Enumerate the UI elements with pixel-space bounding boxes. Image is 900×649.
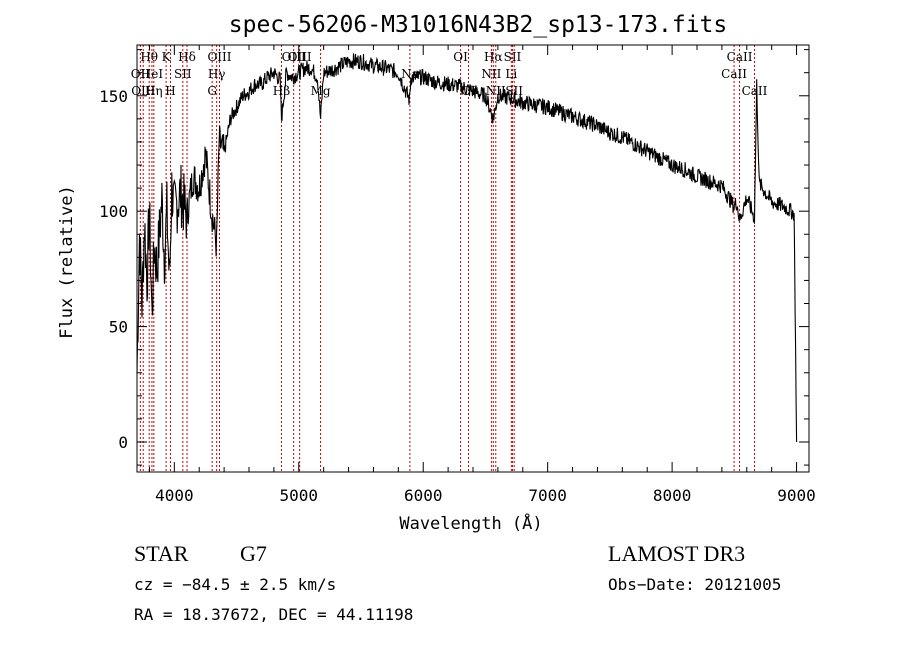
line-label: K [162, 50, 172, 64]
x-tick-label: 9000 [777, 486, 816, 505]
line-label: OIII [282, 50, 306, 64]
chart-title: spec-56206-M31016N43B2_sp13-173.fits [229, 12, 728, 38]
line-label: Hη [145, 84, 163, 98]
redshift-velocity: cz = −84.5 ± 2.5 km/s [134, 575, 337, 594]
line-label: NII [481, 67, 501, 81]
y-tick-label: 150 [99, 87, 128, 106]
line-label: HeI [141, 67, 164, 81]
line-label: OII [131, 67, 151, 81]
line-label: Hγ [208, 67, 226, 81]
line-label: Na [401, 67, 419, 81]
line-label: Hθ [140, 50, 158, 64]
line-label: Hβ [273, 84, 290, 98]
x-axis-label: Wavelength (Å) [399, 512, 542, 534]
y-axis-ticks: 0 50 100 150 [99, 49, 809, 466]
line-label: OI [453, 50, 468, 64]
x-axis-ticks: 4000 5000 6000 7000 8000 9000 [148, 45, 816, 505]
line-label: SII [504, 50, 522, 64]
x-tick-label: 8000 [653, 486, 692, 505]
spectrum-line [136, 53, 798, 443]
line-label: OIII [288, 50, 312, 64]
object-class: STAR [134, 541, 189, 566]
object-subclass: G7 [240, 541, 267, 566]
x-tick-label: 7000 [528, 486, 567, 505]
x-tick-label: 5000 [280, 486, 319, 505]
line-label: OIII [207, 50, 231, 64]
line-label: CaII [727, 50, 753, 64]
observation-date: Obs−Date: 20121005 [608, 575, 782, 594]
line-label: Li [505, 67, 517, 81]
line-label: SII [505, 84, 523, 98]
y-tick-label: 0 [118, 433, 128, 452]
survey-name: LAMOST DR3 [608, 541, 746, 566]
y-axis-label: Flux (relative) [57, 185, 77, 339]
line-label: CaII [742, 84, 768, 98]
line-label: Hδ [178, 50, 196, 64]
line-label: H [165, 84, 175, 98]
line-label: SII [174, 67, 192, 81]
line-label: CaII [721, 67, 747, 81]
line-label: Hα [484, 50, 503, 64]
line-label: Mg [311, 84, 331, 98]
coordinates: RA = 18.37672, DEC = 44.11198 [134, 605, 414, 624]
x-tick-label: 4000 [155, 486, 194, 505]
y-tick-label: 100 [99, 202, 128, 221]
x-tick-label: 6000 [404, 486, 443, 505]
line-label: G [207, 84, 217, 98]
y-tick-label: 50 [109, 318, 128, 337]
